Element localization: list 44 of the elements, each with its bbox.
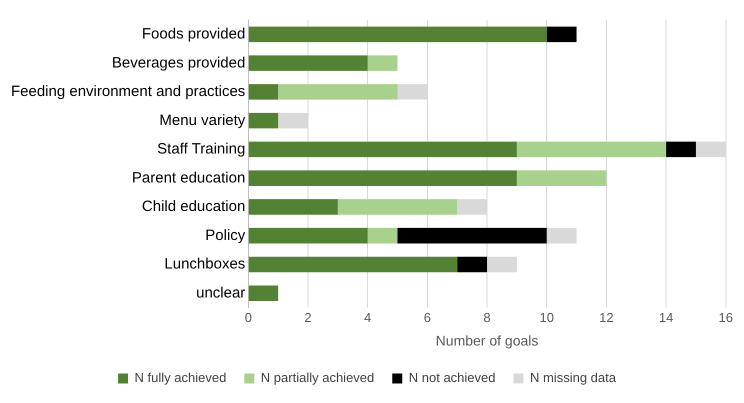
x-tick-label: 12 xyxy=(599,310,614,325)
bar xyxy=(516,142,666,158)
bar xyxy=(248,285,278,301)
x-tick-label: 14 xyxy=(658,310,674,325)
bar xyxy=(368,228,398,244)
bar xyxy=(248,256,458,272)
bar xyxy=(546,26,577,42)
y-tick-label: Feeding environment and practices xyxy=(10,83,246,100)
y-tick-label: Lunchboxes xyxy=(164,256,246,273)
x-tick-label: 4 xyxy=(364,310,372,325)
y-tick-label: Beverages provided xyxy=(112,54,246,72)
x-tick-label: 16 xyxy=(718,310,734,325)
x-tick-label: 6 xyxy=(424,310,431,325)
bar xyxy=(248,142,517,158)
bar xyxy=(666,142,696,158)
y-tick-label: Parent education xyxy=(132,169,246,186)
bar xyxy=(457,256,488,272)
x-tick-label: 10 xyxy=(539,310,554,325)
bar xyxy=(368,55,398,71)
y-tick-label: Policy xyxy=(205,226,246,244)
legend-label: N partially achieved xyxy=(260,370,374,386)
bar xyxy=(516,170,606,186)
y-tick-label: unclear xyxy=(196,284,246,302)
y-tick-label: Menu variety xyxy=(159,112,246,129)
y-tick-label: Staff Training xyxy=(157,140,246,158)
bar xyxy=(248,26,547,42)
y-tick-label: Child education xyxy=(142,198,246,216)
bar xyxy=(398,228,547,244)
legend-label: N not achieved xyxy=(408,370,496,386)
bar xyxy=(248,112,278,128)
bar xyxy=(338,199,458,215)
bar xyxy=(248,199,338,215)
bar xyxy=(248,228,368,244)
bar xyxy=(248,84,278,100)
x-tick-label: 0 xyxy=(244,310,252,325)
x-tick-label: 2 xyxy=(304,310,312,325)
x-axis-title: Number of goals xyxy=(436,332,538,348)
bar xyxy=(248,170,517,186)
legend-label: N fully achieved xyxy=(134,370,226,386)
bar xyxy=(248,55,368,71)
legend-label: N missing data xyxy=(530,370,617,386)
y-tick-label: Foods provided xyxy=(142,26,246,43)
bar xyxy=(278,84,398,100)
x-tick-label: 8 xyxy=(483,310,491,325)
